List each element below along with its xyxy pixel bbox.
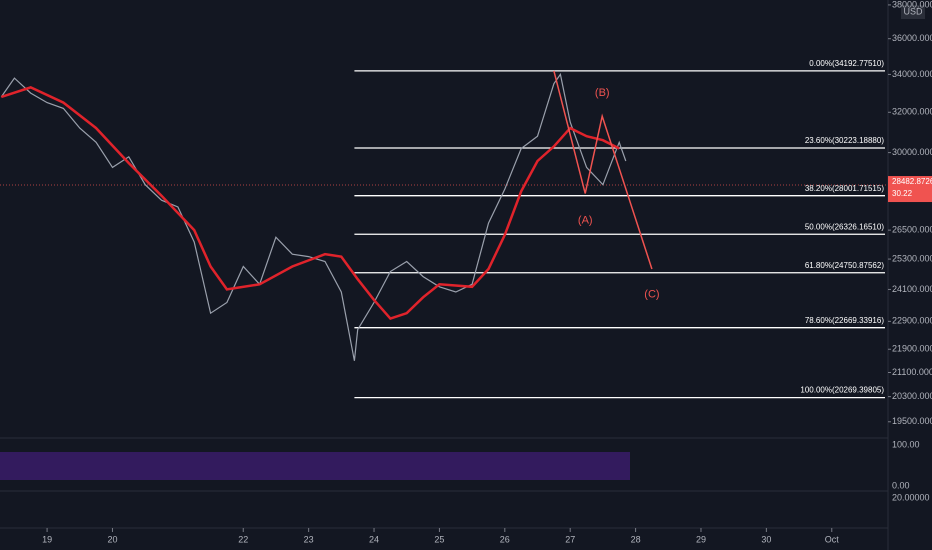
currency: USD <box>903 6 923 16</box>
x-tick-label: 28 <box>631 534 641 544</box>
fib-label: 38.20%(28001.71515) <box>805 184 885 193</box>
y-tick-label: 30000.00000 <box>892 147 932 157</box>
x-tick-label: 24 <box>369 534 379 544</box>
fib-label: 50.00%(26326.16510) <box>805 222 885 231</box>
y-tick-label: 36000.00000 <box>892 33 932 43</box>
wave-line <box>553 70 653 270</box>
fib-label: 0.00%(34192.77510) <box>809 59 884 68</box>
x-tick-label: 30 <box>761 534 771 544</box>
y-tick-label: 38000.00000 <box>892 0 932 9</box>
x-tick-label: 19 <box>42 534 52 544</box>
wave-label: (B) <box>595 87 610 99</box>
last-price-label: 28482.87260 <box>892 177 932 186</box>
series-line <box>0 72 627 361</box>
x-tick-label: 25 <box>434 534 444 544</box>
oscillator-tick-label: 100.00 <box>892 439 920 449</box>
x-tick-label: 26 <box>500 534 510 544</box>
y-tick-label: 25300.00000 <box>892 253 932 263</box>
x-tick-label: 27 <box>565 534 575 544</box>
wave-label: (C) <box>644 289 659 301</box>
x-tick-label: 29 <box>696 534 706 544</box>
x-tick-label: 20 <box>107 534 117 544</box>
fib-label: 61.80%(24750.87562) <box>805 261 885 270</box>
countdown-label: 30.22 <box>892 189 913 198</box>
currency-box <box>901 5 925 19</box>
last-price-tag <box>888 176 932 203</box>
y-tick-label: 21900.00000 <box>892 344 932 354</box>
series-line <box>0 86 620 321</box>
oscillator-tick-label: 0.00 <box>892 480 910 490</box>
y-tick-label: 22900.00000 <box>892 316 932 326</box>
y-tick-label: 32000.00000 <box>892 107 932 117</box>
y-tick-label: 26500.00000 <box>892 224 932 234</box>
x-tick-label: 23 <box>304 534 314 544</box>
y-tick-label: 19500.00000 <box>892 416 932 426</box>
y-tick-label: 34000.00000 <box>892 69 932 79</box>
x-tick-label: Oct <box>825 534 840 544</box>
oscillator-band <box>0 452 630 480</box>
volume-tick-label: 20.00000 <box>892 492 930 502</box>
x-tick-label: 22 <box>238 534 248 544</box>
y-tick-label: 24100.00000 <box>892 284 932 294</box>
fib-label: 100.00%(20269.39805) <box>800 386 884 395</box>
wave-label: (A) <box>578 215 593 227</box>
fib-label: 23.60%(30223.18880) <box>805 136 885 145</box>
y-tick-label: 20300.00000 <box>892 391 932 401</box>
fib-label: 78.60%(22669.33916) <box>805 316 885 325</box>
y-tick-label: 21100.00000 <box>892 367 932 377</box>
